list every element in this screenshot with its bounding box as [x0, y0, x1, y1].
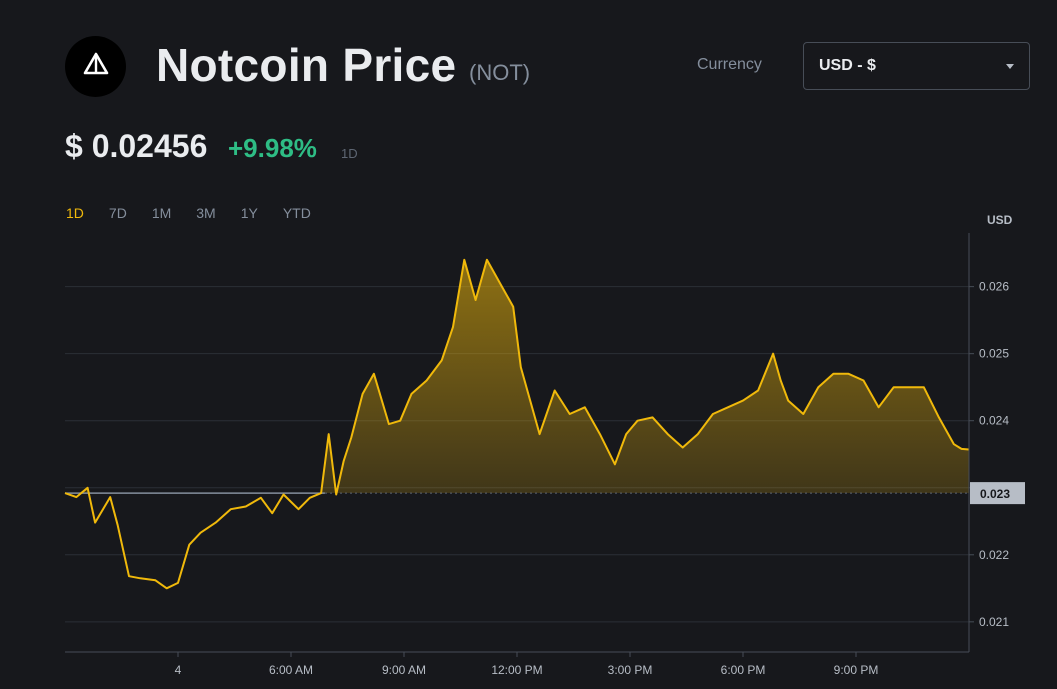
caret-down-icon	[1006, 64, 1014, 69]
y-tick-label: 0.025	[979, 347, 1009, 361]
price-change: +9.98%	[228, 133, 317, 163]
tab-3m[interactable]: 3M	[196, 205, 216, 221]
ticker-symbol: (NOT)	[469, 60, 531, 85]
y-tick-label: 0.022	[979, 548, 1009, 562]
x-tick-label: 9:00 AM	[382, 663, 426, 677]
change-period: 1D	[341, 146, 358, 161]
area-fill	[65, 259, 969, 494]
timeframe-tabs: 1D 7D 1M 3M 1Y YTD	[66, 205, 336, 221]
y-tick-label: 0.024	[979, 414, 1009, 428]
currency-select[interactable]: USD - $	[803, 42, 1030, 90]
baseline-price-label: 0.023	[980, 487, 1010, 501]
y-tick-label: 0.026	[979, 280, 1009, 294]
x-tick-label: 6:00 AM	[269, 663, 313, 677]
currency-selected-value: USD - $	[819, 57, 876, 74]
y-unit-label: USD	[987, 213, 1013, 227]
current-price: $ 0.02456	[65, 128, 208, 164]
notcoin-triangle-icon	[83, 52, 109, 81]
x-tick-label: 6:00 PM	[721, 663, 766, 677]
coin-logo	[65, 36, 126, 97]
tab-1y[interactable]: 1Y	[240, 205, 258, 221]
plot-area	[64, 258, 970, 590]
baseline-price-tag	[970, 482, 1025, 505]
axes: 0.021 0.022 0.023 0.024 0.025 0.026 USD 4 6:00 A…	[65, 213, 1025, 677]
tab-1d[interactable]: 1D	[66, 205, 84, 221]
x-tick-label: 12:00 PM	[491, 663, 542, 677]
tab-7d[interactable]: 7D	[108, 205, 127, 221]
tab-1m[interactable]: 1M	[151, 205, 172, 221]
y-tick-label: 0.021	[979, 615, 1009, 629]
price-line	[64, 258, 970, 590]
tab-ytd[interactable]: YTD	[282, 205, 311, 221]
x-tick-label: 4	[175, 663, 182, 677]
page-title: Notcoin Price	[156, 39, 457, 91]
x-tick-label: 9:00 PM	[834, 663, 879, 677]
x-tick-label: 3:00 PM	[608, 663, 653, 677]
currency-label: Currency	[697, 56, 762, 73]
